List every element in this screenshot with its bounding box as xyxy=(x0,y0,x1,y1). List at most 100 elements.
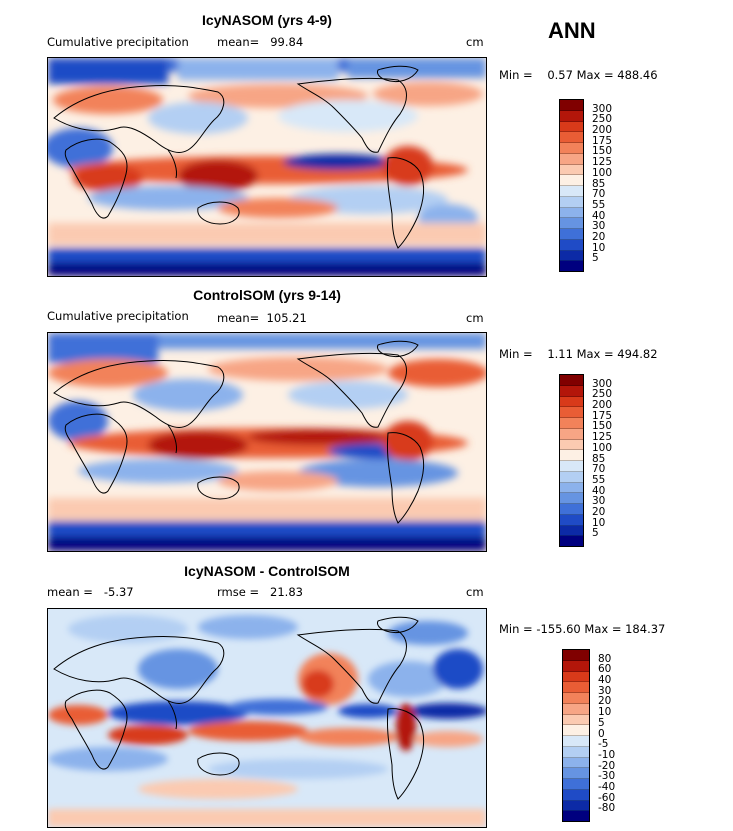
colorbar-swatch xyxy=(560,121,583,133)
panel-3-map xyxy=(47,608,487,828)
panel-1-title: IcyNASOM (yrs 4-9) xyxy=(202,12,332,28)
colorbar-swatch xyxy=(560,153,583,165)
colorbar-tick-label: -20 xyxy=(598,759,616,772)
colorbar-swatch xyxy=(560,428,583,440)
colorbar-swatch xyxy=(560,175,583,186)
panel-3-colorbar xyxy=(562,649,590,822)
colorbar-tick-label: 300 xyxy=(592,377,613,390)
colorbar-swatch xyxy=(563,650,589,661)
colorbar-tick-label: 30 xyxy=(592,495,606,508)
colorbar-swatch xyxy=(563,768,589,779)
colorbar-swatch xyxy=(560,261,583,271)
colorbar-tick-label: 70 xyxy=(592,463,606,476)
colorbar-swatch xyxy=(560,186,583,197)
panel-1-left-text: Cumulative precipitation xyxy=(47,35,189,49)
colorbar-swatch xyxy=(560,239,583,251)
panel-2-left-text: Cumulative precipitation xyxy=(47,309,189,323)
colorbar-tick-label: 85 xyxy=(592,452,606,465)
colorbar-swatch xyxy=(563,779,589,790)
colorbar-swatch xyxy=(560,132,583,143)
panel-1-minmax: Min = 0.57 Max = 488.46 xyxy=(499,68,658,82)
colorbar-swatch xyxy=(560,218,583,229)
colorbar-swatch xyxy=(563,682,589,693)
panel-2-unit: cm xyxy=(466,311,484,325)
panel-2-colorbar xyxy=(559,374,584,547)
colorbar-tick-label: 60 xyxy=(598,663,612,676)
colorbar-swatch xyxy=(560,461,583,472)
colorbar-tick-label: 10 xyxy=(592,241,606,254)
colorbar-tick-label: 5 xyxy=(592,527,599,540)
colorbar-tick-label: 150 xyxy=(592,145,613,158)
colorbar-swatch xyxy=(563,660,589,672)
colorbar-swatch xyxy=(563,800,589,812)
colorbar-swatch xyxy=(560,504,583,515)
colorbar-tick-label: 125 xyxy=(592,156,613,169)
colorbar-swatch xyxy=(560,450,583,461)
colorbar-swatch xyxy=(563,671,589,683)
colorbar-tick-label: 250 xyxy=(592,113,613,126)
panel-1-map xyxy=(47,57,487,277)
colorbar-tick-label: 125 xyxy=(592,431,613,444)
colorbar-tick-label: 40 xyxy=(592,484,606,497)
colorbar-swatch xyxy=(563,714,589,726)
colorbar-tick-label: 30 xyxy=(592,220,606,233)
colorbar-tick-label: -80 xyxy=(598,802,616,815)
panel-1-mean-text: mean= 99.84 xyxy=(217,35,304,49)
panel-2-colorbar-ticks: 300 250 200 175 150 125 100 85 70 55 40 30 20 10 5 xyxy=(592,374,652,545)
colorbar-tick-label: 200 xyxy=(592,399,613,412)
colorbar-tick-label: 100 xyxy=(592,166,613,179)
colorbar-tick-label: 85 xyxy=(592,177,606,190)
colorbar-tick-label: 0 xyxy=(598,727,605,740)
panel-3-unit: cm xyxy=(466,585,484,599)
colorbar-tick-label: 20 xyxy=(592,230,606,243)
panel-1-unit: cm xyxy=(466,35,484,49)
colorbar-swatch xyxy=(560,536,583,546)
colorbar-swatch xyxy=(560,164,583,176)
colorbar-swatch xyxy=(563,736,589,747)
colorbar-swatch xyxy=(560,250,583,262)
colorbar-swatch xyxy=(560,482,583,494)
colorbar-swatch xyxy=(560,471,583,483)
colorbar-tick-label: 300 xyxy=(592,102,613,115)
colorbar-swatch xyxy=(560,143,583,154)
colorbar-tick-label: 20 xyxy=(592,505,606,518)
colorbar-tick-label: 40 xyxy=(598,674,612,687)
colorbar-swatch xyxy=(560,493,583,504)
panel-3-colorbar-ticks: 80 60 40 30 20 10 5 0 -5 -10 -20 -30 -40 -60 -80 xyxy=(598,649,658,820)
panel-2-minmax: Min = 1.11 Max = 494.82 xyxy=(499,347,658,361)
colorbar-tick-label: -10 xyxy=(598,748,616,761)
season-label: ANN xyxy=(548,18,596,43)
colorbar-tick-label: 100 xyxy=(592,441,613,454)
colorbar-tick-label: 40 xyxy=(592,209,606,222)
colorbar-swatch xyxy=(560,110,583,122)
colorbar-swatch xyxy=(560,375,583,386)
colorbar-swatch xyxy=(560,385,583,397)
panel-2-mean-text: mean= 105.21 xyxy=(217,311,307,325)
colorbar-tick-label: 150 xyxy=(592,420,613,433)
colorbar-tick-label: 80 xyxy=(598,652,612,665)
panel-1-colorbar xyxy=(559,99,584,272)
colorbar-tick-label: -60 xyxy=(598,791,616,804)
colorbar-tick-label: 70 xyxy=(592,188,606,201)
colorbar-swatch xyxy=(563,757,589,769)
colorbar-swatch xyxy=(563,789,589,801)
colorbar-swatch xyxy=(560,514,583,526)
colorbar-swatch xyxy=(560,396,583,408)
colorbar-tick-label: 10 xyxy=(598,706,612,719)
colorbar-tick-label: 5 xyxy=(598,716,605,729)
colorbar-tick-label: -30 xyxy=(598,770,616,783)
panel-3-title: IcyNASOM - ControlSOM xyxy=(184,563,350,579)
colorbar-tick-label: 20 xyxy=(598,695,612,708)
panel-2-title: ControlSOM (yrs 9-14) xyxy=(193,287,341,303)
colorbar-swatch xyxy=(560,196,583,208)
colorbar-swatch xyxy=(560,525,583,537)
colorbar-tick-label: 55 xyxy=(592,473,606,486)
colorbar-tick-label: 30 xyxy=(598,684,612,697)
colorbar-swatch xyxy=(560,439,583,451)
colorbar-swatch xyxy=(563,693,589,704)
colorbar-tick-label: 175 xyxy=(592,409,613,422)
colorbar-tick-label: 250 xyxy=(592,388,613,401)
colorbar-tick-label: 55 xyxy=(592,198,606,211)
colorbar-swatch xyxy=(560,229,583,240)
colorbar-swatch xyxy=(563,746,589,758)
